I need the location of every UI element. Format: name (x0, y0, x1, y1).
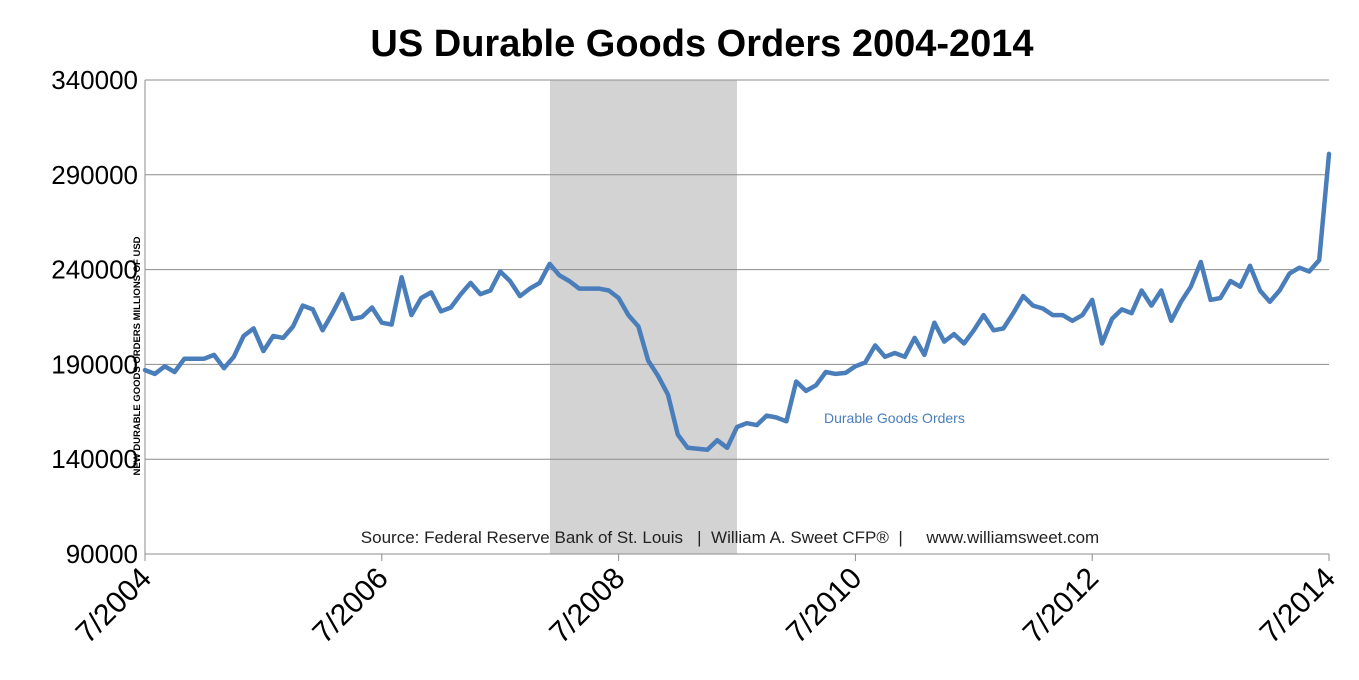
source-credit: Source: Federal Reserve Bank of St. Loui… (361, 528, 1099, 547)
y-tick-label: 140000 (51, 444, 138, 474)
y-tick-label: 90000 (66, 539, 138, 569)
gridlines (145, 79, 1329, 460)
chart-title: US Durable Goods Orders 2004-2014 (370, 23, 1033, 65)
y-axis-ticks: 90000 140000 190000 240000 290000 340000 (51, 65, 138, 569)
y-tick-label: 340000 (51, 65, 138, 95)
series-line-durable-goods-orders (142, 151, 1332, 452)
series-label-durable-goods-orders: Durable Goods Orders (824, 410, 965, 426)
recession-shading (549, 80, 737, 554)
y-tick-label: 290000 (51, 160, 138, 190)
axes (144, 80, 1330, 561)
y-tick-label: 240000 (51, 255, 138, 285)
y-tick-label: 190000 (51, 349, 138, 379)
y-axis-label: NEW DURABLE GOODS ORDERS MILLIONS OF USD (132, 236, 143, 475)
